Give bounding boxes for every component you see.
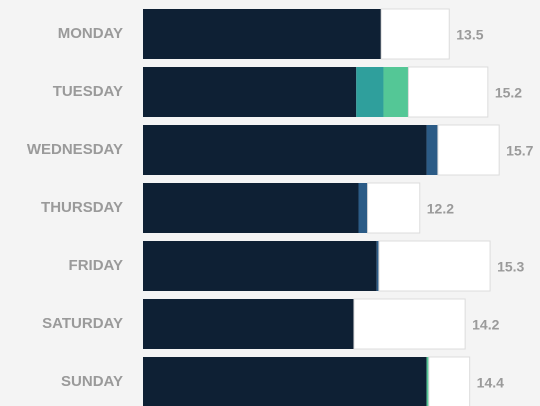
bar-segment: [407, 66, 489, 118]
total-label: 14.4: [477, 375, 504, 391]
bar-segment: [358, 183, 368, 233]
bar-segment: [353, 298, 466, 350]
bar-segment: [437, 124, 500, 176]
bar-segment: [376, 241, 379, 291]
bar-segment: [367, 182, 421, 234]
bar-segment: [378, 240, 491, 292]
bar-segment: [380, 8, 450, 60]
bar-segment: [356, 67, 384, 117]
total-label: 12.2: [427, 201, 454, 217]
bar-segment: [143, 299, 354, 349]
total-label: 15.7: [506, 143, 533, 159]
category-label: THURSDAY: [41, 199, 123, 216]
bar-segment: [428, 356, 471, 406]
bar-segment: [383, 67, 409, 117]
total-label: 14.2: [472, 317, 499, 333]
bar-segment: [426, 125, 438, 175]
category-label: TUESDAY: [53, 83, 123, 100]
bar-segment: [143, 9, 382, 59]
category-label: WEDNESDAY: [27, 141, 123, 158]
category-label: SATURDAY: [42, 315, 123, 332]
bar-segment: [426, 357, 429, 406]
bar-segment: [143, 67, 357, 117]
category-label: FRIDAY: [69, 257, 123, 274]
bar-segment: [143, 357, 427, 406]
category-label: SUNDAY: [61, 373, 123, 390]
total-label: 13.5: [456, 27, 483, 43]
bar-segment: [143, 125, 427, 175]
bar-segment: [143, 241, 377, 291]
total-label: 15.2: [495, 85, 522, 101]
category-label: MONDAY: [58, 25, 123, 42]
bar-segment: [143, 183, 359, 233]
total-label: 15.3: [497, 259, 524, 275]
